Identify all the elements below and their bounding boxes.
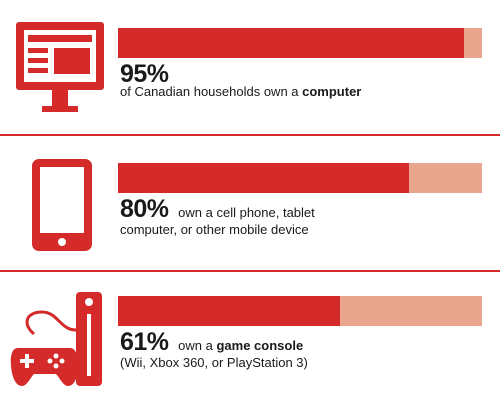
bar-mobile	[118, 163, 410, 193]
tablet-icon	[32, 159, 92, 251]
caption-mobile: 80% own a cell phone, tablet computer, o…	[120, 197, 490, 238]
caption-line-1-mobile: 80% own a cell phone, tablet	[120, 197, 490, 222]
caption-text-console: own a game console	[178, 338, 304, 353]
caption-emphasis-computer: computer	[302, 84, 362, 99]
bar-track-console	[118, 296, 482, 326]
percent-label-console: 61%	[120, 328, 169, 356]
caption-console: 61% own a game console (Wii, Xbox 360, o…	[120, 330, 490, 371]
bar-track-computer	[118, 28, 482, 58]
caption-text-mobile: own a cell phone, tablet	[178, 205, 315, 220]
caption-line-2-console: (Wii, Xbox 360, or PlayStation 3)	[120, 355, 308, 370]
caption-line-2-mobile: computer, or other mobile device	[120, 222, 309, 237]
divider-2	[0, 270, 500, 272]
bar-track-mobile	[118, 163, 482, 193]
caption-computer: 95% of Canadian households own a compute…	[120, 60, 490, 100]
caption-line-1-console: 61% own a game console	[120, 330, 490, 355]
divider-1	[0, 134, 500, 136]
computer-monitor-icon	[16, 22, 104, 112]
bar-computer	[118, 28, 464, 58]
percent-label-computer: 95%	[120, 60, 169, 88]
bar-console	[118, 296, 341, 326]
caption-text-computer: of Canadian households own a computer	[120, 84, 362, 99]
percent-label-mobile: 80%	[120, 195, 169, 223]
caption-emphasis-console: game console	[216, 338, 304, 353]
game-console-icon	[10, 292, 102, 386]
